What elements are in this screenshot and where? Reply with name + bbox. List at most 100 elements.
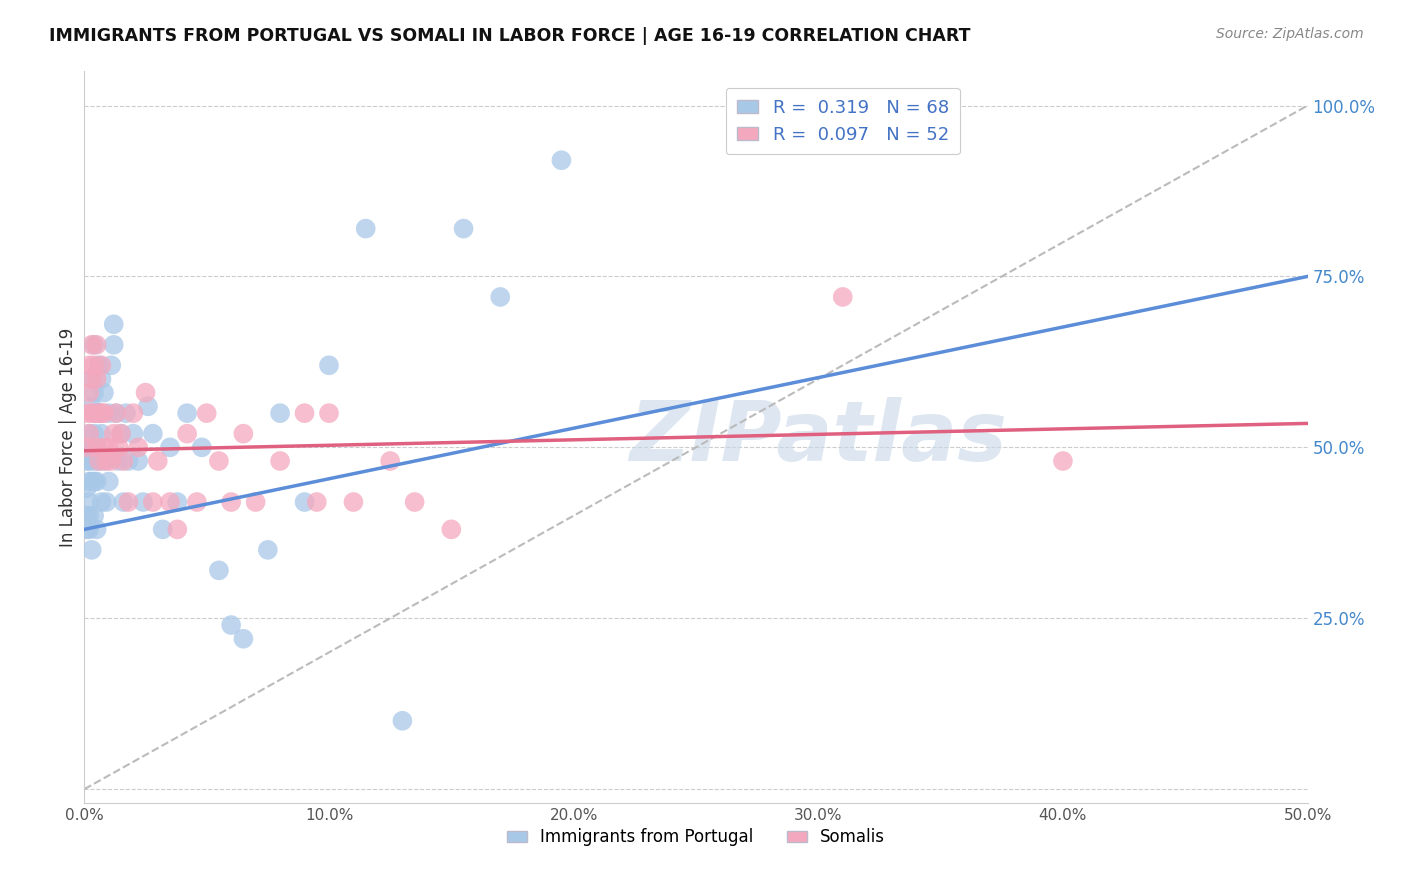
Point: [146, 454, 169, 468]
Point: [127, 454, 149, 468]
Point: [318, 406, 340, 420]
Point: [122, 426, 145, 441]
Point: [112, 454, 135, 468]
Point: [80, 406, 103, 420]
Point: [195, 406, 218, 420]
Point: [83, 426, 105, 441]
Point: [87, 359, 110, 373]
Point: [103, 338, 125, 352]
Point: [86, 440, 108, 454]
Point: [142, 426, 165, 441]
Point: [136, 400, 159, 414]
Point: [83, 338, 105, 352]
Point: [97, 406, 120, 420]
Point: [76, 440, 98, 454]
Point: [132, 495, 155, 509]
Y-axis label: In Labor Force | Age 16-19: In Labor Force | Age 16-19: [59, 327, 77, 547]
Point: [80, 372, 103, 386]
Point: [404, 495, 426, 509]
Point: [76, 481, 98, 495]
Point: [90, 406, 112, 420]
Point: [176, 406, 198, 420]
Point: [232, 426, 254, 441]
Point: [354, 221, 377, 235]
Point: [86, 372, 108, 386]
Point: [86, 522, 108, 536]
Point: [86, 475, 108, 489]
Point: [105, 406, 128, 420]
Point: [391, 714, 413, 728]
Point: [112, 495, 135, 509]
Point: [90, 372, 112, 386]
Point: [90, 495, 112, 509]
Point: [107, 440, 129, 454]
Point: [83, 385, 105, 400]
Point: [342, 495, 364, 509]
Point: [105, 406, 128, 420]
Point: [219, 618, 242, 632]
Point: [166, 495, 188, 509]
Point: [86, 338, 108, 352]
Point: [257, 542, 280, 557]
Point: [80, 372, 103, 386]
Point: [103, 426, 125, 441]
Point: [87, 406, 110, 420]
Point: [269, 454, 291, 468]
Point: [76, 440, 98, 454]
Point: [103, 318, 125, 332]
Point: [110, 426, 132, 441]
Point: [77, 475, 100, 489]
Point: [127, 440, 149, 454]
Point: [208, 563, 231, 577]
Point: [76, 454, 98, 468]
Point: [831, 290, 853, 304]
Point: [80, 400, 103, 414]
Point: [110, 426, 132, 441]
Point: [219, 495, 242, 509]
Point: [93, 385, 115, 400]
Point: [176, 426, 198, 441]
Point: [489, 290, 512, 304]
Point: [1052, 454, 1074, 468]
Text: IMMIGRANTS FROM PORTUGAL VS SOMALI IN LABOR FORCE | AGE 16-19 CORRELATION CHART: IMMIGRANTS FROM PORTUGAL VS SOMALI IN LA…: [49, 27, 970, 45]
Point: [294, 406, 316, 420]
Legend: Immigrants from Portugal, Somalis: Immigrants from Portugal, Somalis: [501, 822, 891, 853]
Point: [93, 440, 115, 454]
Point: [159, 495, 181, 509]
Point: [87, 454, 110, 468]
Point: [86, 406, 108, 420]
Point: [122, 406, 145, 420]
Point: [318, 359, 340, 373]
Point: [76, 508, 98, 523]
Point: [93, 406, 115, 420]
Point: [90, 426, 112, 441]
Point: [440, 522, 463, 536]
Point: [269, 406, 291, 420]
Text: Source: ZipAtlas.com: Source: ZipAtlas.com: [1216, 27, 1364, 41]
Point: [232, 632, 254, 646]
Point: [96, 495, 118, 509]
Point: [100, 359, 122, 373]
Point: [83, 406, 105, 420]
Text: ZIPatlas: ZIPatlas: [630, 397, 1007, 477]
Point: [245, 495, 267, 509]
Point: [453, 221, 475, 235]
Point: [90, 359, 112, 373]
Point: [135, 385, 157, 400]
Point: [152, 522, 174, 536]
Point: [77, 385, 100, 400]
Point: [305, 495, 328, 509]
Point: [77, 495, 100, 509]
Point: [93, 454, 115, 468]
Point: [80, 542, 103, 557]
Point: [115, 406, 138, 420]
Point: [87, 406, 110, 420]
Point: [191, 440, 214, 454]
Point: [96, 454, 118, 468]
Point: [77, 522, 100, 536]
Point: [77, 426, 100, 441]
Point: [77, 359, 100, 373]
Point: [142, 495, 165, 509]
Point: [77, 454, 100, 468]
Point: [77, 508, 100, 523]
